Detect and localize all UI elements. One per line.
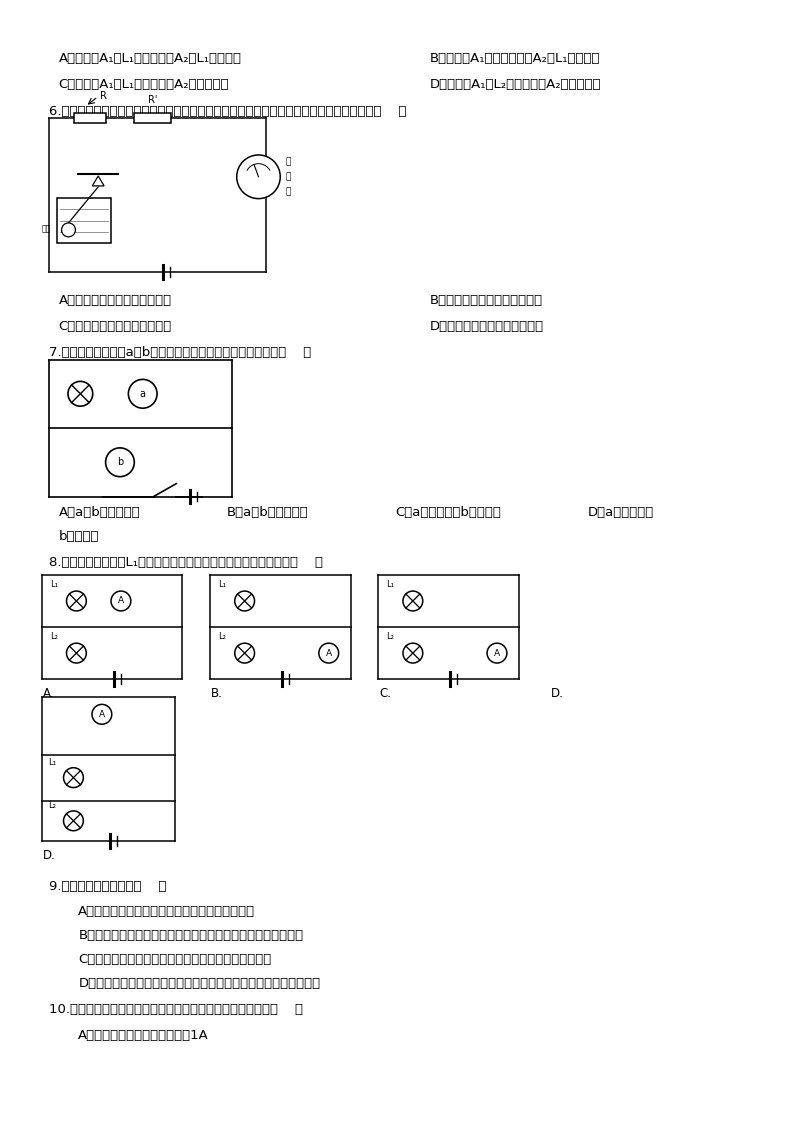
Text: L₂: L₂: [48, 801, 55, 809]
Text: R: R: [100, 92, 107, 102]
Text: R': R': [148, 95, 158, 105]
Text: A．家用电冒筱工作时的电流剠1A: A．家用电冒筱工作时的电流剠1A: [78, 1029, 209, 1041]
Text: A: A: [326, 649, 332, 658]
Text: b是电流表: b是电流表: [58, 530, 99, 543]
Text: D．a是电压表，: D．a是电压表，: [588, 506, 654, 520]
Text: L₂: L₂: [50, 632, 58, 641]
Text: 9.下列说法中正确的是（    ）: 9.下列说法中正确的是（ ）: [49, 880, 166, 893]
Circle shape: [487, 643, 507, 663]
Text: A.: A.: [42, 687, 54, 700]
Text: 6.如图所示是汽车油量表工作原理的示意图，图中油量表实质是一个电流表，当油量减少时（    ）: 6.如图所示是汽车油量表工作原理的示意图，图中油量表实质是一个电流表，当油量减少…: [49, 105, 406, 119]
Text: L₂: L₂: [218, 632, 226, 641]
Text: 油: 油: [286, 157, 290, 166]
Text: 10.以下是某同学作出的一些估测数据，明显不符合事实的是（    ）: 10.以下是某同学作出的一些估测数据，明显不符合事实的是（ ）: [49, 1003, 302, 1015]
Text: L₁: L₁: [218, 580, 226, 589]
Text: C．家庭电路中可以只安装漏电保护器而不安装保险丝: C．家庭电路中可以只安装漏电保护器而不安装保险丝: [78, 953, 272, 966]
Text: 量: 量: [286, 172, 290, 181]
Text: 7.如图所示的电路中a、b是电表，闭合开关要使电灯发光，则（    ）: 7.如图所示的电路中a、b是电表，闭合开关要使电灯发光，则（ ）: [49, 345, 311, 359]
Bar: [134, 113, 171, 123]
Text: D.: D.: [42, 849, 56, 861]
Circle shape: [62, 223, 75, 237]
Text: L₂: L₂: [386, 632, 394, 641]
Text: L₁: L₁: [386, 580, 394, 589]
Text: A．电流表A₁测L₁中的电流，A₂测L₁中的电流: A．电流表A₁测L₁中的电流，A₂测L₁中的电流: [58, 52, 242, 65]
Text: D．通电导线中的电流方向与该导线中自由电子定向移动的方向相同: D．通电导线中的电流方向与该导线中自由电子定向移动的方向相同: [78, 977, 321, 990]
Circle shape: [66, 591, 86, 611]
Circle shape: [66, 643, 86, 663]
Text: L₁: L₁: [50, 580, 58, 589]
Text: B．电流表A₁测干路电流，A₂测L₁中的电流: B．电流表A₁测干路电流，A₂测L₁中的电流: [430, 52, 600, 65]
Text: a: a: [140, 388, 146, 398]
Circle shape: [319, 643, 338, 663]
Circle shape: [128, 379, 157, 409]
Circle shape: [63, 811, 83, 831]
Bar: [74, 113, 106, 123]
Circle shape: [403, 591, 422, 611]
Circle shape: [111, 591, 131, 611]
Circle shape: [63, 767, 83, 788]
Text: L₁: L₁: [48, 757, 56, 766]
Circle shape: [92, 704, 112, 724]
Text: A: A: [494, 649, 500, 658]
Text: C．电流表A₁测L₁中的电流，A₂测干路电流: C．电流表A₁测L₁中的电流，A₂测干路电流: [58, 78, 230, 91]
Text: D.: D.: [550, 687, 563, 700]
Text: A．电路上电阱增大，电流减小: A．电路上电阱增大，电流减小: [58, 294, 172, 307]
Circle shape: [403, 643, 422, 663]
Circle shape: [234, 591, 254, 611]
Circle shape: [106, 448, 134, 477]
Circle shape: [234, 643, 254, 663]
Text: A．a、b都是电流表: A．a、b都是电流表: [58, 506, 140, 520]
Bar: [57, 198, 111, 243]
Text: D．电流表A₁测L₂中的电流，A₂测干路电流: D．电流表A₁测L₂中的电流，A₂测干路电流: [430, 78, 602, 91]
Text: 浮标: 浮标: [42, 224, 50, 233]
Text: C．电路上电阱减小，电流减小: C．电路上电阱减小，电流减小: [58, 320, 172, 333]
Text: B．a、b都是电压表: B．a、b都是电压表: [227, 506, 309, 520]
Text: B.: B.: [211, 687, 223, 700]
Text: B．电路上电阱增大，电流增大: B．电路上电阱增大，电流增大: [430, 294, 543, 307]
Text: A: A: [99, 710, 105, 719]
Text: A．把丝绸擦过的玻璃棒所带的电荷规定为正电荷: A．把丝绸擦过的玻璃棒所带的电荷规定为正电荷: [78, 906, 255, 918]
Text: C.: C.: [379, 687, 391, 700]
Circle shape: [68, 381, 93, 406]
Text: B．家庭电路中，同时使用的用电器越多，电路中的总电流越小: B．家庭电路中，同时使用的用电器越多，电路中的总电流越小: [78, 929, 303, 942]
Circle shape: [237, 155, 280, 198]
Text: 表: 表: [286, 187, 290, 196]
Text: b: b: [117, 457, 123, 468]
Text: A: A: [118, 597, 124, 606]
Text: C．a是电流表，b是电压表: C．a是电流表，b是电压表: [395, 506, 501, 520]
Text: D．电路上电阱减小，电流增大: D．电路上电阱减小，电流增大: [430, 320, 544, 333]
Text: 8.用电流表测量灯泡L₁的电流，如下面图所示，其中方法正确的是（    ）: 8.用电流表测量灯泡L₁的电流，如下面图所示，其中方法正确的是（ ）: [49, 556, 322, 569]
